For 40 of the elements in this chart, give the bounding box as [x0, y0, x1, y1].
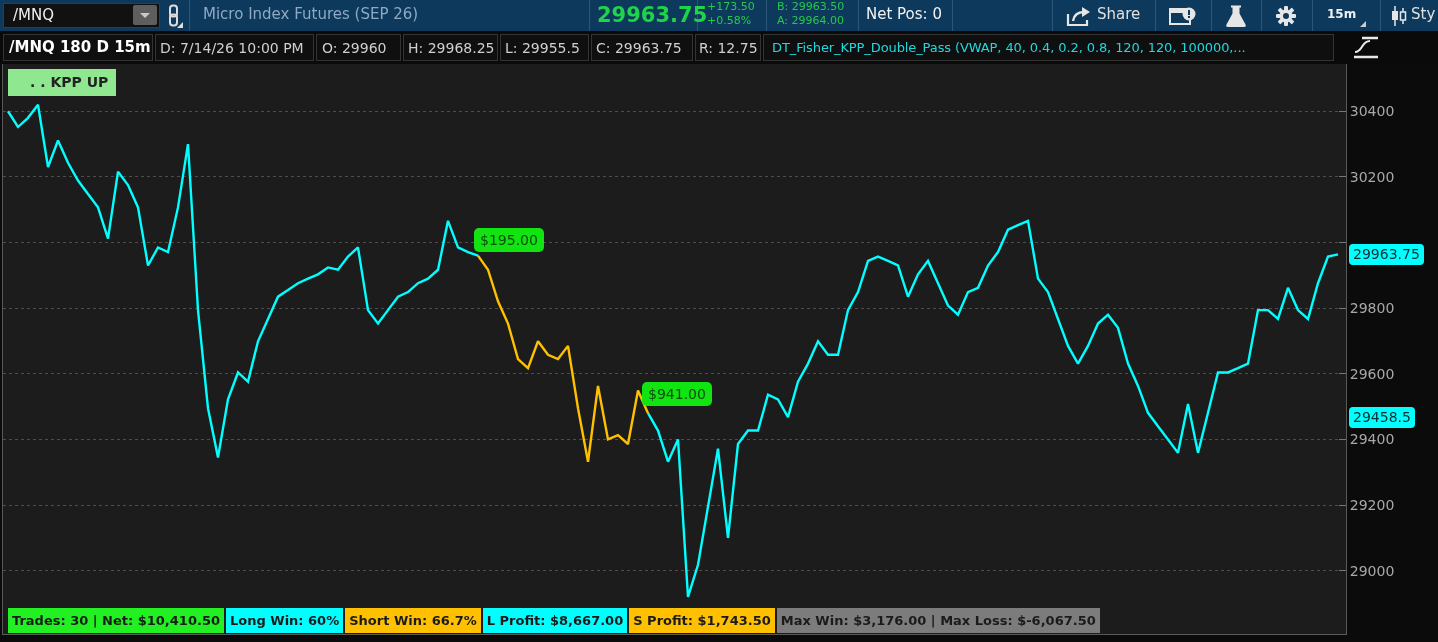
- annotation: Max Win: $3,176.00 | Max Loss: $-6,067.50: [776, 608, 1100, 633]
- text: 29458.5: [1349, 407, 1415, 428]
- y-tick-label: 29800: [1349, 300, 1395, 317]
- line-series: [646, 219, 1340, 599]
- text: B: 29963.50: [777, 0, 845, 14]
- text: Micro Index Futures (SEP 26): [203, 5, 419, 24]
- text: D: 7/14/26 10:00 PM: [160, 40, 304, 57]
- annotation: $941.00: [642, 382, 712, 406]
- text: Net Pos: 0: [866, 5, 942, 24]
- line-series: [6, 103, 480, 459]
- text: +0.58%: [707, 14, 752, 28]
- y-tick-label: 29200: [1349, 496, 1395, 513]
- annotation: $195.00: [474, 228, 544, 252]
- annotation: Long Win: 60%: [225, 608, 344, 633]
- chart-title: /MNQ 180 D 15m: [9, 38, 151, 57]
- text: DT_Fisher_KPP_Double_Pass (VWAP, 40, 0.4, 0.2, 0.8, 120, 120, 100000,...: [772, 40, 1246, 56]
- text: +173.50: [707, 0, 755, 14]
- annotation: Short Win: 66.7%: [345, 608, 481, 633]
- text: R: 12.75: [699, 40, 758, 57]
- y-tick-label: 30400: [1349, 103, 1395, 120]
- annotation: . . KPP UP: [8, 69, 117, 96]
- text: C: 29963.75: [596, 40, 682, 57]
- line-series: [476, 254, 650, 463]
- text: /MNQ: [13, 6, 55, 25]
- text: 15m: [1327, 7, 1357, 22]
- text: Share: [1097, 5, 1141, 24]
- text: 29963.75: [1349, 244, 1424, 265]
- text: H: 29968.25: [408, 40, 495, 57]
- y-tick-label: 29600: [1349, 365, 1395, 382]
- text: Sty: [1411, 5, 1436, 24]
- y-tick-label: 30200: [1349, 168, 1395, 185]
- annotation: S Profit: $1,743.50: [629, 608, 775, 633]
- y-tick-label: 29400: [1349, 431, 1395, 448]
- y-tick-label: 29000: [1349, 562, 1395, 579]
- text: O: 29960: [322, 40, 387, 57]
- text: L: 29955.5: [505, 40, 580, 57]
- text: A: 29964.00: [777, 14, 845, 28]
- annotation: L Profit: $8,667.00: [482, 608, 628, 633]
- annotation: Trades: 30 | Net: $10,410.50: [8, 608, 224, 633]
- text: 29963.75: [597, 3, 708, 28]
